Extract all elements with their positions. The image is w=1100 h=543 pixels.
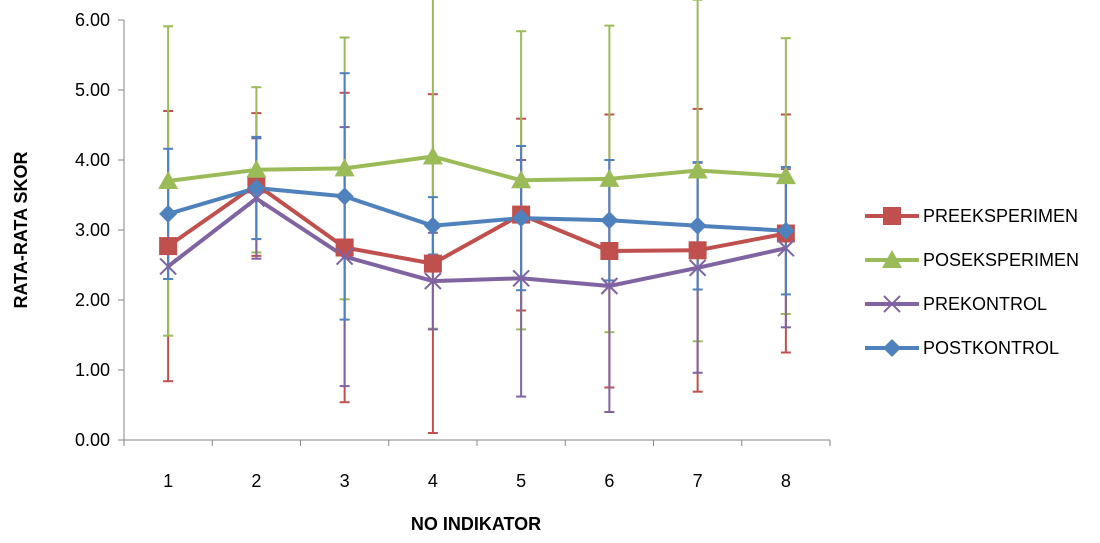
data-point bbox=[512, 209, 531, 228]
y-tick-label: 4.00 bbox=[75, 150, 110, 170]
marker-stroke bbox=[688, 259, 707, 277]
data-point bbox=[600, 211, 619, 230]
y-tick-label: 0.00 bbox=[75, 430, 110, 450]
y-tick-label: 3.00 bbox=[75, 220, 110, 240]
y-tick-label: 2.00 bbox=[75, 290, 110, 310]
data-point bbox=[423, 216, 442, 235]
data-point bbox=[335, 187, 354, 206]
data-point bbox=[688, 216, 707, 235]
x-tick-label: 4 bbox=[428, 471, 438, 491]
legend-marker bbox=[882, 250, 902, 268]
legend-label: POSTKONTROL bbox=[923, 338, 1059, 358]
x-tick-label: 7 bbox=[693, 471, 703, 491]
data-point bbox=[600, 277, 619, 295]
y-axis-title: RATA-RATA SKOR bbox=[11, 152, 31, 309]
data-point bbox=[688, 241, 707, 260]
marker-stroke bbox=[335, 247, 354, 266]
marker-stroke bbox=[600, 277, 619, 295]
data-point bbox=[334, 158, 355, 177]
data-point bbox=[159, 257, 177, 276]
data-point bbox=[687, 160, 708, 179]
x-tick-label: 3 bbox=[340, 471, 350, 491]
marker-stroke bbox=[777, 239, 795, 257]
series-lines bbox=[166, 154, 787, 288]
data-point bbox=[777, 239, 795, 257]
x-tick-label: 8 bbox=[781, 471, 791, 491]
data-point bbox=[422, 146, 443, 165]
legend: PREEKSPERIMEN POSEKSPERIMEN PREKONTROL POST… bbox=[865, 206, 1079, 358]
legend-marker bbox=[883, 207, 901, 225]
data-point bbox=[335, 238, 354, 257]
legend-marker bbox=[883, 295, 901, 313]
data-point bbox=[775, 166, 796, 185]
series-line bbox=[166, 182, 787, 266]
y-tick-label: 6.00 bbox=[75, 10, 110, 30]
series-line bbox=[167, 154, 787, 183]
x-tick-label: 1 bbox=[163, 471, 173, 491]
x-axis-title: NO INDIKATOR bbox=[411, 514, 541, 534]
data-point bbox=[776, 221, 795, 240]
marker-stroke bbox=[159, 257, 177, 276]
data-point bbox=[512, 269, 530, 288]
data-point bbox=[423, 254, 442, 273]
data-point bbox=[600, 242, 619, 260]
legend-label: PREEKSPERIMEN bbox=[923, 206, 1078, 226]
error-bars bbox=[163, 0, 791, 434]
x-tick-label: 2 bbox=[251, 471, 261, 491]
data-point bbox=[247, 179, 266, 197]
marker-stroke bbox=[424, 272, 442, 290]
data-point bbox=[335, 247, 354, 266]
data-point bbox=[688, 259, 707, 277]
data-point bbox=[424, 272, 442, 290]
legend-label: POSEKSPERIMEN bbox=[923, 250, 1079, 270]
data-point bbox=[599, 168, 620, 187]
marker-stroke bbox=[883, 295, 901, 313]
data-point bbox=[246, 159, 267, 178]
axes: 0.00 1.00 2.00 3.00 4.00 5.00 6.00 1 2 3 4 5 6 7 8 bbox=[75, 10, 831, 491]
data-point bbox=[511, 170, 532, 189]
series-line bbox=[167, 186, 786, 233]
legend-marker bbox=[883, 339, 901, 357]
series-markers bbox=[158, 146, 796, 295]
marker-stroke bbox=[247, 189, 266, 208]
data-point bbox=[158, 171, 179, 189]
y-tick-label: 5.00 bbox=[75, 80, 110, 100]
legend-label: PREKONTROL bbox=[923, 294, 1047, 314]
x-tick-label: 5 bbox=[516, 471, 526, 491]
data-point bbox=[247, 189, 266, 208]
data-point bbox=[159, 237, 178, 256]
x-tick-label: 6 bbox=[604, 471, 614, 491]
data-point bbox=[159, 204, 178, 223]
marker-stroke bbox=[512, 269, 530, 288]
y-tick-label: 1.00 bbox=[75, 360, 110, 380]
series-line bbox=[166, 196, 787, 288]
